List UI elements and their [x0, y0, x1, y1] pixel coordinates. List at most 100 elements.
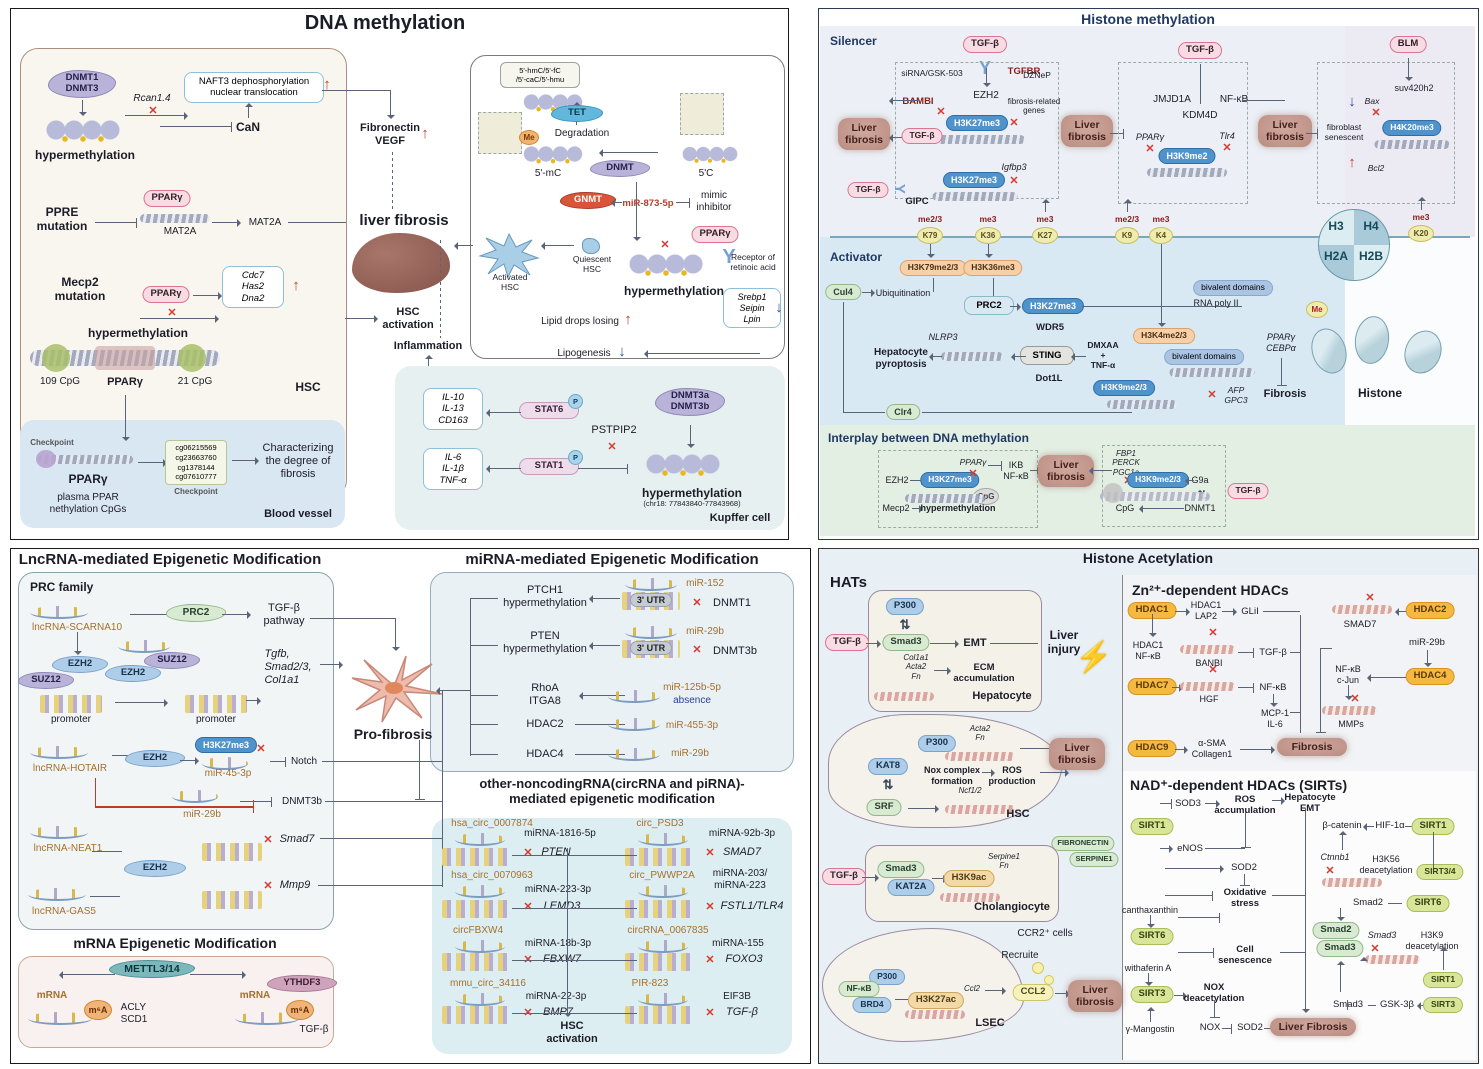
up-arrow-icon: ↑	[624, 311, 632, 328]
jmjd1a-label: JMJD1A	[1153, 94, 1191, 105]
fibrosis-box: Fibrosis	[1277, 738, 1347, 756]
phospho-badge: P	[568, 394, 583, 409]
arrow	[1071, 351, 1086, 363]
zn-hdacs-title: Zn²⁺-dependent HDACs	[1132, 582, 1289, 598]
arrow	[1438, 947, 1450, 970]
dna-icon	[945, 805, 1015, 814]
arrow	[454, 240, 473, 252]
ezh2-node: EZH2	[105, 665, 161, 682]
sirna-gsk503-label: siRNA/GSK-503	[901, 68, 963, 78]
inhibit-line	[1208, 1000, 1223, 1018]
mecp2-label: Mecp2	[882, 503, 910, 513]
promoter-dna-icon	[40, 695, 102, 713]
arrow	[193, 290, 222, 302]
line	[320, 838, 442, 840]
sirt3-node: SIRT3	[1130, 986, 1174, 1003]
hdac7-node: HDAC7	[1127, 678, 1177, 695]
arrow	[1175, 744, 1188, 756]
mmu-circ-34116-label: mmu_circ_34116	[450, 978, 526, 989]
inhibit-cross-icon: ✕	[936, 106, 946, 118]
serpine1-fn-genes: Serpine1 Fn	[987, 852, 1021, 871]
tgfb-pathway-label: TGF-β pathway	[263, 602, 305, 627]
dna-icon	[1147, 168, 1227, 177]
rna-icon	[608, 718, 660, 731]
dashed-module	[1118, 62, 1248, 204]
histone-octamer-pie	[1318, 209, 1390, 281]
gene-dna-icon	[442, 848, 508, 866]
circ-pwwp2a-label: circ_PWWP2A	[629, 870, 695, 881]
inhibit-cross-icon: ✕	[1009, 175, 1019, 187]
arrow	[930, 638, 959, 650]
inhibit-line	[95, 216, 137, 231]
dna-icon	[1180, 645, 1235, 654]
tgfb-label: TGF-β	[299, 1024, 329, 1035]
arrow	[541, 240, 574, 252]
arrow	[929, 351, 942, 363]
arrow	[1395, 606, 1410, 618]
fibronectin-node: FIBRONECTIN	[1051, 836, 1115, 851]
nox-deacetylation-label: NOX deacetylation	[1183, 982, 1245, 1005]
gipc-label: GIPC	[905, 196, 929, 207]
arrow	[1335, 961, 1347, 992]
smad3-node: Smad3	[877, 861, 925, 878]
rna-icon	[202, 757, 248, 770]
pstpip2-label: PSTPIP2	[591, 424, 637, 436]
arrow	[1139, 503, 1184, 515]
liver-injury-label: Liver injury	[1047, 628, 1081, 657]
dmxaa-tnfa-label: DMXAA + TNF-α	[1087, 340, 1119, 371]
inhibit-cross-icon: ✕	[1365, 592, 1375, 604]
up-arrow-icon: ↑	[421, 125, 429, 142]
inhibit-cross-icon: ✕	[263, 880, 273, 892]
inhibit-cross-icon: ✕	[705, 901, 715, 913]
h3k56-deacetylation-label: H3K56 deacetylation	[1359, 854, 1413, 875]
gsk3b-label: GSK-3β	[1380, 999, 1414, 1010]
fibrosis-label: Fibrosis	[1263, 388, 1307, 400]
arrow	[866, 638, 881, 650]
h3k36me3-mark: H3K36me3	[963, 260, 1023, 276]
up-arrow-icon: ↑	[292, 277, 300, 294]
arrow	[1268, 694, 1280, 707]
tgfb-smad-col1a1-genes: Tgfb, Smad2/3, Col1a1	[264, 648, 312, 686]
dna-icon	[1322, 706, 1377, 715]
line	[922, 412, 1132, 414]
inhibit-line	[676, 196, 690, 211]
nox-complex-label: Nox complex formation	[923, 765, 981, 786]
blood-vessel-label: Blood vessel	[264, 508, 332, 520]
glii-label: GLiI	[1241, 606, 1259, 617]
absence-label: absence	[673, 695, 711, 706]
rna-icon	[625, 626, 677, 639]
p300-node: P300	[869, 969, 905, 985]
gene-dna-icon	[625, 1006, 691, 1024]
mir-125b-5p-label: miR-125b-5p	[663, 682, 721, 693]
h3k9ac-mark: H3K9ac	[943, 870, 995, 887]
gene-dna-icon	[442, 1006, 508, 1024]
pparg-label: PPARγ	[107, 376, 143, 388]
ros-production-label: ROS production	[988, 765, 1036, 786]
smad2-label: Smad2	[1352, 897, 1384, 908]
igfbp3-gene: Igfbp3	[1001, 162, 1027, 172]
nlrp3-gene: NLRP3	[928, 332, 958, 342]
pten-label: PTEN hypermethylation	[503, 630, 587, 655]
mirna-203-223-label: miRNA-203/ miRNA-223	[712, 868, 768, 891]
inhibit-cross-icon: ✕	[1145, 143, 1155, 155]
arrow	[190, 969, 246, 981]
dnmt1-dnmt3-enzyme: DNMT1 DNMT3	[48, 70, 116, 98]
inhibit-cross-icon: ✕	[523, 901, 533, 913]
inhibit-line	[988, 459, 1002, 474]
inhibit-cross-icon: ✕	[523, 847, 533, 859]
smad7-gene: Smad7	[279, 833, 315, 845]
rna-icon	[172, 790, 218, 803]
inhibit-cross-icon: ✕	[263, 834, 273, 846]
h3k27me3-mark: H3K27me3	[1021, 298, 1085, 315]
rna-icon	[455, 833, 505, 846]
suz12-node: SUZ12	[18, 672, 74, 689]
hepatocyte-emt-label: Hepatocyte EMT	[1284, 792, 1336, 815]
line	[92, 851, 122, 853]
circ-0007874-label: hsa_circ_0007874	[451, 818, 533, 829]
cpg-island-icon	[42, 344, 70, 372]
5c-label: 5'C	[698, 168, 714, 179]
arrow	[1337, 831, 1349, 850]
hsc-label: HSC	[1006, 808, 1030, 820]
asma-collagen1-label: α-SMA Collagen1	[1191, 738, 1233, 759]
dna-icon	[1374, 140, 1450, 149]
